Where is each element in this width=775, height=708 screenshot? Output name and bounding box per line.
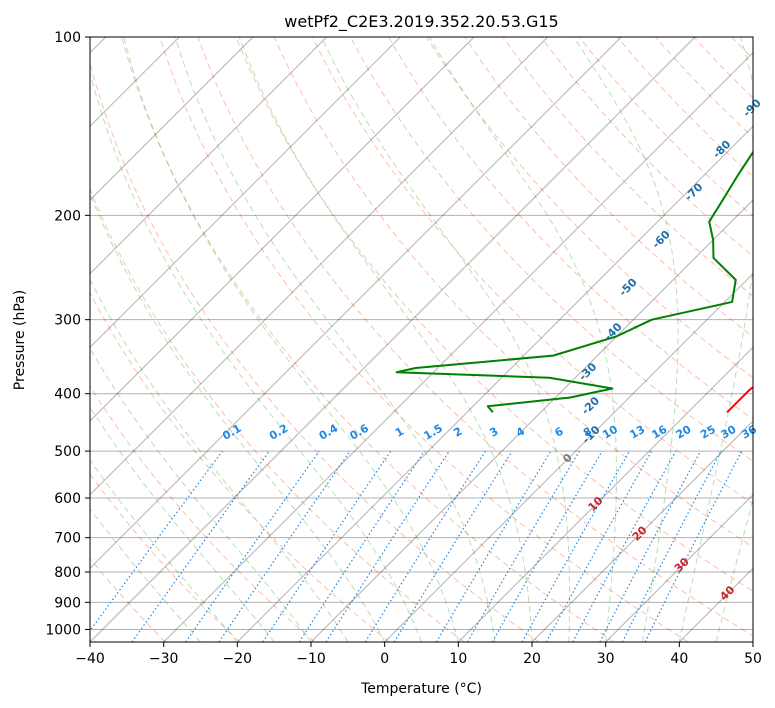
dry-adiabat-line <box>617 37 753 178</box>
x-tick-label: −40 <box>75 651 105 667</box>
isotherm-line <box>310 199 753 642</box>
mixing-ratio-line <box>572 450 677 642</box>
dry-adiabat-line <box>90 188 465 642</box>
isotherm-line <box>605 493 753 642</box>
x-tick-label: 0 <box>380 651 389 667</box>
dry-adiabat-line <box>90 291 390 642</box>
moist-adiabat-line <box>90 406 275 642</box>
y-tick-label: 100 <box>54 30 81 46</box>
dry-adiabat-line <box>502 37 753 297</box>
mixing-ratio-line <box>393 450 513 642</box>
moist-adiabat-line <box>678 37 753 642</box>
moist-adiabat-line <box>174 37 496 642</box>
moist-adiabat-line <box>90 507 201 642</box>
y-tick-label: 900 <box>54 595 81 611</box>
y-tick-label: 600 <box>54 491 81 507</box>
dry-adiabat-line <box>235 37 753 592</box>
dry-adiabat-line <box>273 37 753 548</box>
dry-adiabat-line <box>159 37 689 642</box>
isotherm-line <box>90 37 622 570</box>
profile-series <box>395 150 753 414</box>
moist-adiabat-line <box>90 347 312 642</box>
mixing-ratio-line <box>298 450 425 642</box>
dry-adiabat-line <box>426 37 753 379</box>
dry-adiabat-line <box>311 37 753 505</box>
x-tick-label: 40 <box>670 651 688 667</box>
moist-adiabat-line <box>90 459 238 642</box>
dry-adiabat-line <box>540 37 753 257</box>
isotherm-line <box>163 51 753 642</box>
y-tick-label: 300 <box>54 313 81 329</box>
y-tick-label: 500 <box>54 444 81 460</box>
axis-ticks: −40 −30 −20 −10 0 10 20 30 40 50 100 200 300 400 500 60… <box>45 30 762 667</box>
mixing-ratio-line <box>325 450 450 642</box>
isotherm-line <box>90 37 328 275</box>
moist-adiabat-line <box>90 192 386 642</box>
mixing-ratio-line <box>545 450 653 642</box>
x-tick-label: −10 <box>296 651 326 667</box>
x-tick-label: 20 <box>523 651 541 667</box>
chart-title: wetPf2_C2E3.2019.352.20.53.G15 <box>284 12 558 32</box>
y-tick-label: 200 <box>54 208 81 224</box>
moist-adiabat-line <box>715 498 753 642</box>
plot-frame <box>89 36 754 643</box>
isotherm-line <box>90 37 254 201</box>
y-tick-label: 400 <box>54 387 81 403</box>
moist-adiabat-line <box>90 278 349 642</box>
background-lines <box>90 37 753 642</box>
isotherm-line <box>90 37 401 349</box>
y-tick-label: 1000 <box>45 622 81 638</box>
moist-adiabat-line <box>238 37 533 642</box>
dry-adiabat-line <box>90 473 241 642</box>
dry-adiabat-line <box>197 37 753 637</box>
mixing-ratio-line <box>218 450 351 642</box>
moist-adiabat-line <box>90 70 422 642</box>
mixing-ratio-line <box>90 450 223 632</box>
moist-adiabat-line <box>123 37 459 642</box>
moist-adiabat-line <box>573 37 679 642</box>
y-tick-label: 800 <box>54 565 81 581</box>
mixing-ratio-line <box>262 450 392 642</box>
x-tick-label: 10 <box>449 651 467 667</box>
dry-adiabat-line <box>388 37 753 420</box>
moist-adiabat-line <box>320 37 571 642</box>
isotherm-line <box>90 37 696 642</box>
isotherm-line <box>384 272 753 642</box>
dry-adiabat-line <box>90 385 316 642</box>
y-axis-label: Pressure (hPa) <box>12 290 28 390</box>
mixing-ratio-line <box>644 450 743 642</box>
mixing-ratio-line <box>521 450 631 642</box>
x-tick-label: −30 <box>149 651 179 667</box>
y-tick-label: 700 <box>54 531 81 547</box>
isotherm-line <box>90 37 475 422</box>
isotherm-line <box>90 37 549 496</box>
moist-adiabat-line <box>429 37 617 642</box>
mixing-ratio-line <box>131 450 270 642</box>
x-tick-label: 50 <box>744 651 762 667</box>
dry-adiabat-line <box>121 37 614 642</box>
isotherm-line <box>236 125 753 642</box>
dry-adiabat-line <box>350 37 753 462</box>
isotherm-line <box>531 420 753 642</box>
x-tick-label: −20 <box>223 651 253 667</box>
x-tick-label: 30 <box>597 651 615 667</box>
dewpoint-profile <box>395 150 753 413</box>
dry-adiabat-line <box>90 61 540 642</box>
isotherm-line <box>457 346 753 642</box>
x-axis-label: Temperature (°C) <box>360 681 482 697</box>
mixing-ratio-line <box>185 450 320 642</box>
